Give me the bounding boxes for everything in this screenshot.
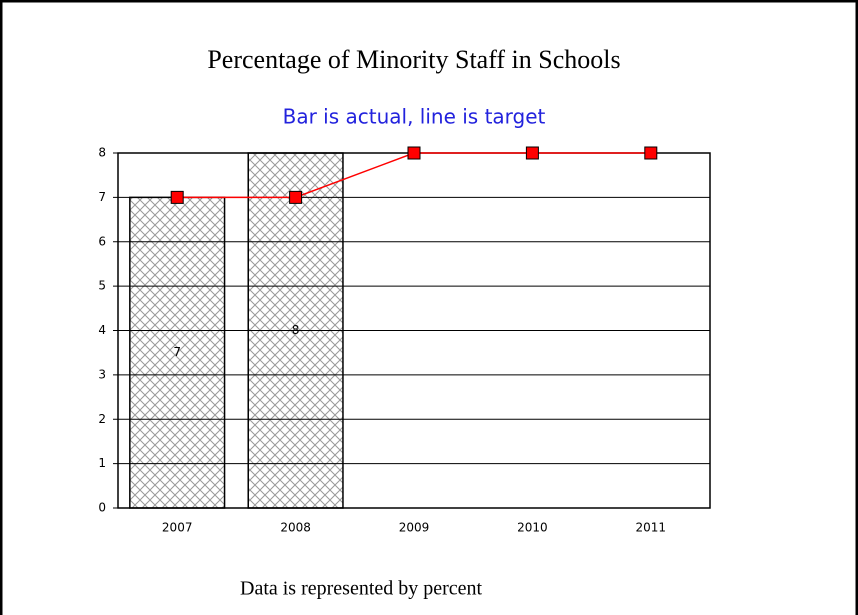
target-marker (644, 146, 658, 160)
target-marker (289, 190, 303, 204)
x-tick-label: 2009 (399, 521, 430, 535)
chart-title: Percentage of Minority Staff in Schools (207, 45, 620, 74)
y-tick-label: 1 (98, 456, 106, 470)
x-tick-label: 2010 (517, 521, 548, 535)
target-marker (407, 146, 421, 160)
y-tick-label: 0 (98, 501, 106, 515)
y-tick-label: 5 (98, 279, 106, 293)
y-tick-label: 2 (98, 412, 106, 426)
x-tick-label: 2007 (162, 521, 193, 535)
bar-value-label: 7 (173, 345, 181, 359)
y-tick-label: 4 (98, 323, 106, 337)
footnote: Data is represented by percent (240, 578, 483, 600)
target-marker (525, 146, 539, 160)
y-tick-label: 6 (98, 234, 106, 248)
x-tick-label: 2011 (636, 521, 667, 535)
chart-subtitle: Bar is actual, line is target (283, 105, 546, 129)
x-tick-label: 2008 (280, 521, 311, 535)
bar-value-label: 8 (292, 323, 300, 337)
y-tick-label: 3 (98, 367, 106, 381)
y-tick-label: 7 (98, 190, 106, 204)
y-tick-label: 8 (98, 146, 106, 160)
target-marker (170, 190, 184, 204)
